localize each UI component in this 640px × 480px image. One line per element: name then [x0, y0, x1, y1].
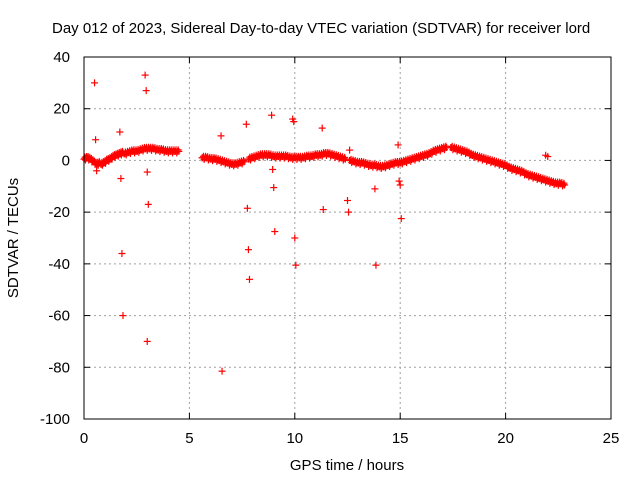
- outlier-point: [141, 71, 149, 79]
- outlier-point: [92, 136, 100, 144]
- outlier-point: [346, 146, 354, 154]
- outlier-point: [144, 200, 152, 208]
- data-point: [561, 181, 569, 189]
- outlier-point: [91, 79, 99, 87]
- outlier-point: [395, 177, 403, 185]
- outlier-point: [292, 261, 300, 269]
- outlier-point: [394, 141, 402, 149]
- outlier-point: [319, 206, 327, 214]
- outlier-point: [117, 175, 125, 183]
- outlier-point: [93, 167, 101, 175]
- outlier-point: [290, 118, 298, 126]
- y-tick-label: -40: [48, 256, 70, 273]
- outlier-point: [218, 367, 226, 375]
- x-tick-label: 25: [603, 430, 620, 447]
- outlier-point: [244, 246, 252, 254]
- axis-ticks: 0 5 10 15 20 25 40 20 0 -20 -40 -60 -80 -100: [40, 49, 619, 447]
- outlier-point: [243, 204, 251, 212]
- outlier-point: [271, 228, 279, 236]
- chart-title: Day 012 of 2023, Sidereal Day-to-day VTE…: [52, 20, 590, 37]
- outlier-point: [396, 181, 404, 189]
- outlier-point: [345, 208, 353, 216]
- y-tick-label: -20: [48, 204, 70, 221]
- x-tick-label: 20: [497, 430, 514, 447]
- outlier-point: [291, 234, 299, 242]
- outlier-point: [142, 87, 150, 95]
- plot-frame: [83, 56, 612, 420]
- outlier-point: [118, 250, 126, 258]
- data-point: [174, 146, 182, 154]
- outlier-point: [544, 153, 552, 161]
- y-tick-label: -80: [48, 359, 70, 376]
- data-points: [80, 71, 569, 375]
- outlier-point: [217, 132, 225, 140]
- y-tick-label: 40: [53, 49, 70, 66]
- y-axis-label: SDTVAR / TECUs: [5, 178, 22, 298]
- data-point: [175, 147, 183, 155]
- x-axis-label: GPS time / hours: [290, 457, 404, 474]
- outlier-point: [119, 312, 127, 320]
- outlier-point: [270, 184, 278, 192]
- outlier-point: [344, 197, 351, 205]
- y-tick-label: -100: [40, 411, 70, 428]
- x-tick-label: 0: [80, 430, 88, 447]
- data-point: [442, 142, 450, 150]
- outlier-point: [269, 165, 277, 173]
- grid-lines: [84, 57, 611, 419]
- outlier-point: [245, 275, 253, 283]
- x-tick-label: 5: [185, 430, 193, 447]
- outlier-point: [372, 261, 380, 269]
- outlier-point: [268, 111, 276, 119]
- x-tick-label: 15: [392, 430, 409, 447]
- data-point: [240, 158, 248, 166]
- outlier-point: [143, 168, 151, 176]
- outlier-point: [371, 185, 379, 193]
- outlier-point: [318, 124, 326, 132]
- y-tick-label: -60: [48, 308, 70, 325]
- data-point: [240, 156, 248, 164]
- outlier-point: [242, 120, 250, 128]
- y-tick-label: 0: [62, 152, 70, 169]
- y-tick-label: 20: [53, 101, 70, 118]
- outlier-point: [143, 337, 151, 345]
- x-tick-label: 10: [286, 430, 303, 447]
- outlier-point: [397, 215, 405, 223]
- outlier-point: [116, 128, 124, 136]
